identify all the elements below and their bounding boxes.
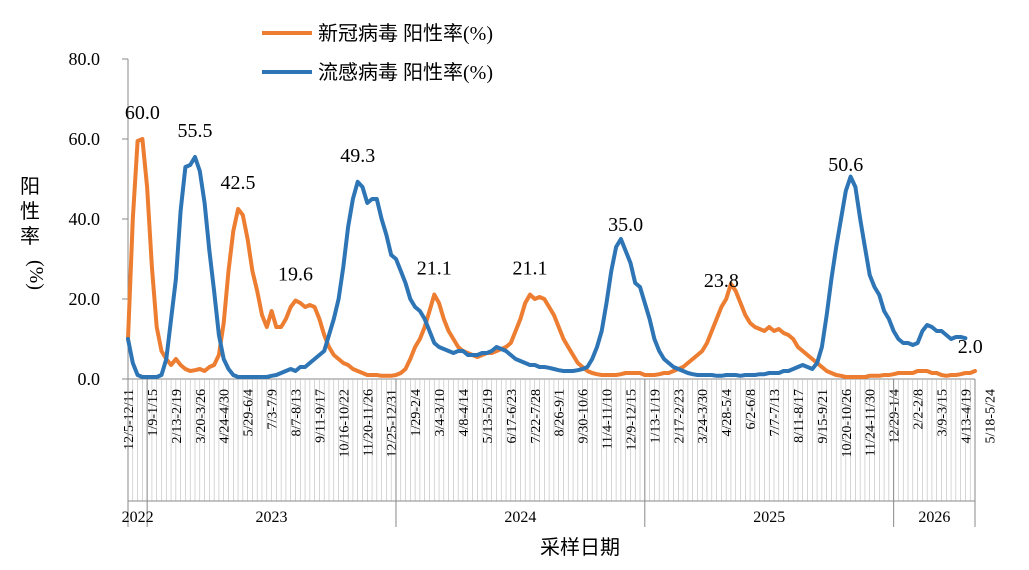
x-tick-label: 7/3-7/9 (266, 389, 281, 429)
data-label: 21.1 (512, 258, 547, 280)
year-label: 2022 (122, 509, 154, 526)
x-tick-label: 7/7-7/13 (768, 389, 783, 436)
series-layer (126, 137, 977, 379)
x-tick-label: 2/17-2/23 (672, 389, 687, 443)
y-tick-label: 20.0 (69, 289, 101, 309)
x-tick-label: 8/7-8/13 (289, 389, 304, 436)
covid-series-line (126, 137, 977, 379)
x-tick-label: 10/20-10/26 (840, 389, 855, 457)
x-tick-label: 12/9-12/15 (624, 389, 639, 450)
x-tick-label: 8/11-8/17 (792, 389, 807, 443)
x-tick-label: 12/25-12/31 (385, 389, 400, 457)
x-tick-label: 2/2-2/8 (912, 389, 927, 429)
data-label: 21.1 (417, 258, 452, 280)
y-axis-title-part: 阳 (20, 175, 40, 198)
year-label: 2025 (753, 509, 785, 526)
y-tick-label: 80.0 (69, 49, 101, 69)
y-axis: 0.0 20.0 40.0 60.0 80.0 (69, 49, 129, 389)
x-tick-label: 4/13-4/19 (959, 389, 974, 443)
x-axis-title: 采样日期 (540, 536, 620, 559)
y-axis-title-part: 性 (20, 200, 40, 223)
x-tick-label: 5/29-6/4 (242, 389, 257, 436)
x-tick-label: 3/24-3/30 (696, 389, 711, 443)
x-tick-label: 5/18-5/24 (983, 389, 998, 443)
y-tick-label: 40.0 (69, 209, 101, 229)
x-tick-label: 3/20-3/26 (194, 389, 209, 443)
x-tick-label: 1/29-2/4 (409, 389, 424, 436)
y-tick-label: 0.0 (78, 369, 101, 389)
data-label: 35.0 (608, 214, 643, 236)
y-axis-title-part: 率 (20, 225, 40, 248)
flu-series-line (126, 155, 968, 379)
x-tick-label: 3/4-3/10 (433, 389, 448, 436)
x-tick-label: 11/20-11/26 (361, 389, 376, 456)
x-tick-label: 6/17-6/23 (505, 389, 520, 443)
x-tick-label: 9/11-9/17 (313, 389, 328, 443)
x-tick-label: 10/16-10/22 (337, 389, 352, 457)
data-label: 2.0 (958, 336, 983, 358)
data-label: 42.5 (221, 172, 256, 194)
x-tick-label: 8/26-9/1 (553, 389, 568, 436)
legend-label-flu: 流感病毒 阳性率(%) (318, 61, 493, 84)
x-tick-label: 11/24-11/30 (864, 389, 879, 456)
data-label: 10.2 (953, 0, 988, 5)
x-tick-label: 3/9-3/15 (936, 389, 951, 436)
x-tick-label: 4/24-4/30 (218, 389, 233, 443)
legend: 新冠病毒 阳性率(%) 流感病毒 阳性率(%) (262, 22, 493, 84)
y-axis-title: 阳性率 (%) (20, 175, 47, 290)
x-tick-label: 5/13-5/19 (481, 389, 496, 443)
year-label: 2024 (504, 509, 536, 526)
y-tick-label: 60.0 (69, 129, 101, 149)
x-tick-label: 6/2-6/8 (744, 389, 759, 429)
data-label: 50.6 (828, 154, 863, 176)
data-label: 60.0 (125, 102, 160, 124)
data-labels: 60.0 55.5 42.5 19.6 49.3 21.1 21.1 35.0 23.8 50.6… (125, 0, 988, 358)
data-label: 23.8 (704, 270, 739, 292)
x-tick-label: 9/30-10/6 (577, 389, 592, 443)
x-tick-label: 9/15-9/21 (816, 389, 831, 443)
x-tick-label: 4/8-4/14 (457, 389, 472, 436)
x-tick-label: 7/22-7/28 (529, 389, 544, 443)
x-tick-label: 1/9-1/15 (146, 389, 161, 436)
year-label: 2023 (256, 509, 288, 526)
year-label: 2026 (918, 509, 950, 526)
x-axis: 12/5-12/11 1/9-1/15 2/13-2/19 3/20-3/26 4/24… (122, 378, 998, 527)
x-tick-label: 2/13-2/19 (170, 389, 185, 443)
x-tick-label: 4/28-5/4 (720, 389, 735, 436)
x-tick-label: 12/5-12/11 (122, 389, 137, 450)
data-label: 49.3 (340, 145, 375, 167)
x-tick-label: 11/4-11/10 (601, 389, 616, 449)
legend-label-covid: 新冠病毒 阳性率(%) (318, 22, 493, 45)
data-label: 55.5 (177, 120, 212, 142)
x-tick-label: 12/29-1/4 (888, 389, 903, 443)
data-label: 19.6 (278, 264, 313, 286)
x-tick-label: 1/13-1/19 (648, 389, 663, 443)
y-axis-title-part: (%) (25, 260, 47, 290)
